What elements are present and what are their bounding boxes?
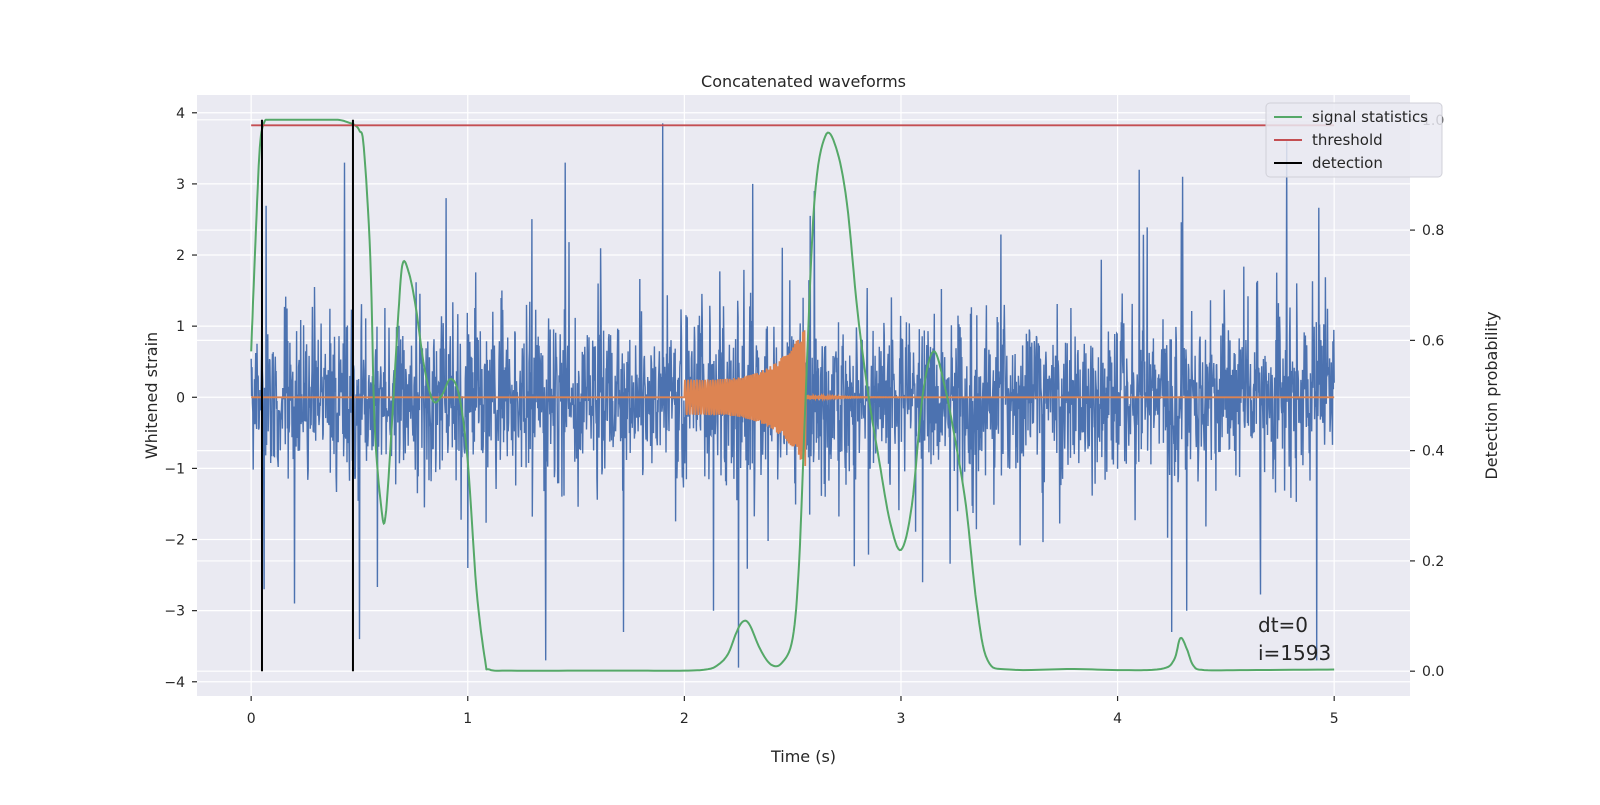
plot-series [250,118,1335,672]
y-tick-label-right: 0.8 [1422,223,1444,239]
annotation-dt: dt=0 [1258,613,1308,637]
x-tick-label: 1 [463,711,472,727]
y-tick-label-left: −4 [164,675,185,691]
y-tick-label-left: 4 [176,106,185,122]
y-tick-label-left: −2 [164,533,185,549]
y-tick-label-left: −3 [164,604,185,620]
y-axis-label-right: Detection probability [1482,311,1501,479]
x-tick-label: 2 [680,711,689,727]
x-tick-label: 5 [1330,711,1339,727]
legend-label: detection [1312,154,1383,172]
y-tick-label-right: 0.4 [1422,444,1444,460]
y-tick-label-left: 1 [176,319,185,335]
x-tick-label: 3 [897,711,906,727]
y-tick-label-right: 0.6 [1422,333,1444,349]
x-tick-label: 0 [247,711,256,727]
legend-label: signal statistics [1312,108,1428,126]
y-tick-label-left: 2 [176,248,185,264]
legend-box [1265,102,1443,178]
signal-statistics-line [250,118,1335,672]
y-tick-label-left: 3 [176,177,185,193]
legend: signal statistics threshold detection [1265,102,1443,178]
annotation-index: i=1593 [1258,641,1331,665]
legend-label: threshold [1312,131,1383,149]
y-tick-label-right: 0.0 [1422,664,1444,680]
y-tick-label-left: 0 [176,390,185,406]
y-tick-label-right: 0.2 [1422,554,1444,570]
chart-title: Concatenated waveforms [701,72,906,91]
y-axis-label-left: Whitened strain [142,332,161,459]
y-tick-label-left: −1 [164,461,185,477]
x-axis-label: Time (s) [770,747,836,766]
x-tick-label: 4 [1113,711,1122,727]
